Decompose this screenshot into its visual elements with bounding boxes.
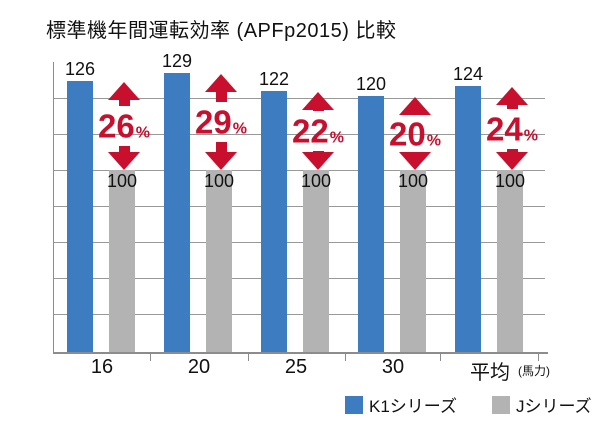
bar-value-label-k1-16: 126 [64,59,96,79]
bar-value-label-k1-25: 122 [258,69,290,89]
bar-value-label-j-16: 100 [106,171,138,191]
down-arrow-stem [215,142,227,153]
bar-value-label-k1-20: 129 [161,51,193,71]
bar-value-label-j-平均: 100 [494,171,526,191]
improvement-percent-number: 22 [292,112,329,150]
improvement-percent-30: 20% [389,117,441,150]
improvement-annotation-30: 20% [387,97,443,170]
up-arrow-stem [506,104,518,109]
down-arrow-icon [399,152,431,170]
x-axis-tick-3 [440,354,441,361]
x-axis-tick-0 [150,354,151,361]
down-arrow-stem [506,148,518,153]
x-axis-label-平均: 平均 [470,362,510,384]
improvement-annotation-16: 26% [96,82,152,170]
improvement-annotation-25: 22% [290,92,346,170]
legend-label-k1: K1シリーズ [369,397,457,416]
x-axis-tick-4 [538,354,539,361]
bar-k1-平均 [455,86,481,352]
gridline-5 [53,278,545,279]
percent-sign: % [329,129,344,147]
improvement-annotation-20: 29% [193,74,249,170]
improvement-percent-number: 20 [389,115,426,152]
up-arrow-icon [302,92,334,110]
legend-swatch-j [491,395,510,414]
up-arrow-stem [118,99,130,106]
bar-value-label-k1-30: 120 [355,74,387,94]
down-arrow-icon [108,152,140,170]
improvement-percent-20: 29% [195,106,247,139]
x-axis-unit-label: (馬力) [518,364,550,378]
up-arrow-stem [312,109,324,111]
bar-j-25 [303,170,329,352]
down-arrow-icon [302,152,334,170]
bar-j-16 [109,170,135,352]
x-axis-label-20: 20 [187,356,211,378]
gridline-0 [53,98,545,99]
down-arrow-stem [118,146,130,153]
x-axis-label-30: 30 [381,356,405,378]
bar-k1-20 [164,73,190,352]
x-axis-tick-2 [345,354,346,361]
down-arrow-icon [205,152,237,170]
bar-value-label-k1-平均: 124 [452,64,484,84]
gridline-3 [53,206,545,207]
gridline-6 [53,314,545,315]
bar-value-label-j-25: 100 [300,171,332,191]
bar-k1-30 [358,96,384,352]
up-arrow-stem [215,91,227,102]
improvement-annotation-平均: 24% [484,87,540,170]
legend-label-j: Jシリーズ [515,397,592,416]
x-axis-label-25: 25 [284,356,308,378]
gridline-1 [53,134,545,135]
percent-sign: % [232,120,247,138]
improvement-percent-平均: 24% [486,112,538,145]
up-arrow-icon [399,97,431,115]
improvement-percent-number: 26 [98,107,135,145]
improvement-percent-25: 22% [292,115,344,148]
x-axis-baseline [53,352,548,354]
percent-sign: % [135,124,150,142]
improvement-percent-number: 29 [195,103,232,141]
bar-value-label-j-20: 100 [203,171,235,191]
bar-k1-16 [67,81,93,352]
percent-sign: % [426,132,441,149]
bar-j-平均 [497,170,523,352]
x-axis-label-16: 16 [90,356,114,378]
up-arrow-icon [205,74,237,92]
improvement-percent-16: 26% [98,110,150,143]
bar-k1-25 [261,91,287,352]
bar-j-20 [206,170,232,352]
gridline-2 [53,170,545,171]
up-arrow-icon [496,87,528,105]
down-arrow-stem [312,151,324,153]
bar-value-label-j-30: 100 [397,171,429,191]
legend: K1シリーズ Jシリーズ [345,392,592,417]
legend-swatch-k1 [345,395,363,414]
percent-sign: % [523,127,538,144]
up-arrow-icon [108,82,140,100]
x-axis-tick-1 [248,354,249,361]
improvement-percent-number: 24 [486,110,523,147]
gridline-4 [53,242,545,243]
bar-j-30 [400,170,426,352]
down-arrow-icon [496,152,528,170]
chart-title: 標準機年間運転効率 (APFp2015) 比較 [46,20,397,42]
y-axis-line [53,62,54,353]
